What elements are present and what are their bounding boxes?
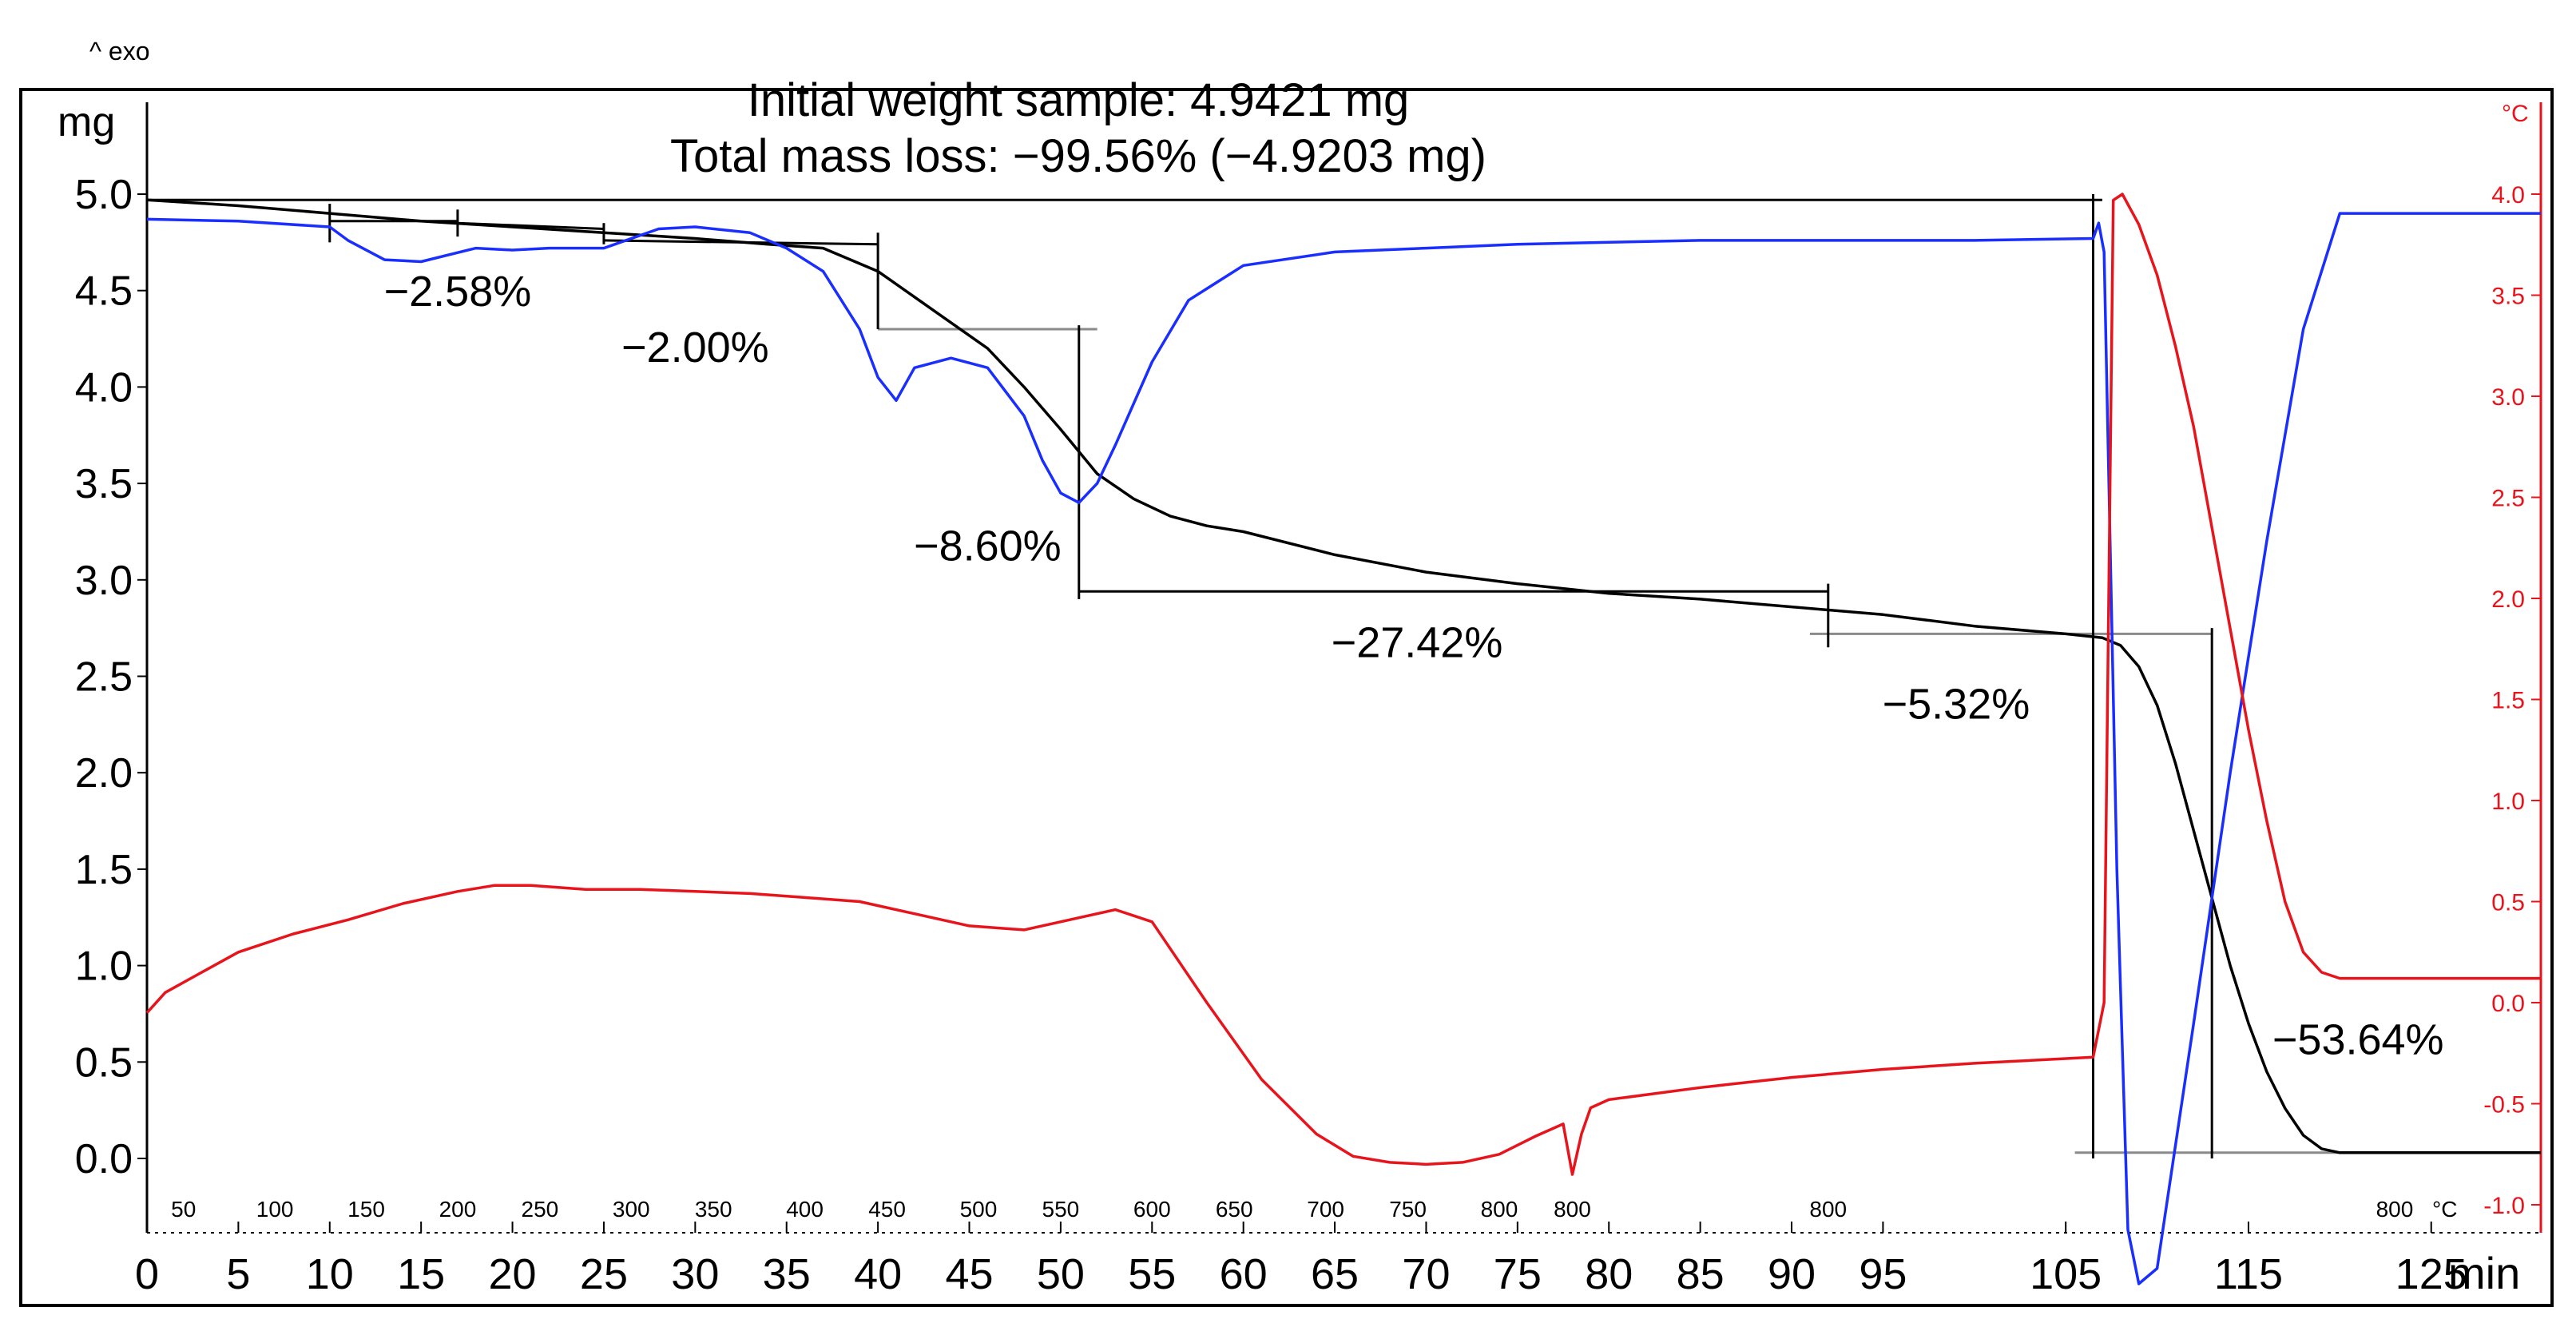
- x-tick-label: 20: [489, 1250, 537, 1298]
- plot-frame: [19, 88, 2554, 1307]
- temp-scale-label: 200: [439, 1197, 477, 1222]
- x-tick-label: 50: [1037, 1250, 1085, 1298]
- temp-scale-label: 50: [171, 1197, 196, 1222]
- y-right-tick-label: 4.0: [2491, 182, 2525, 209]
- x-tick-label: 30: [671, 1250, 719, 1298]
- y-left-tick-label: 5.0: [75, 172, 133, 218]
- y-right-tick-label: 2.0: [2491, 586, 2525, 613]
- y-right-tick-label: 1.0: [2491, 789, 2525, 815]
- series-line-temperature-c: [145, 193, 2541, 1176]
- y-left-tick-label: 3.5: [75, 461, 133, 507]
- temp-scale-label: 800: [1809, 1197, 1847, 1222]
- temp-scale-label: 650: [1216, 1197, 1253, 1222]
- y-right-tick-label: 3.0: [2491, 384, 2525, 411]
- temp-scale-label: 300: [613, 1197, 650, 1222]
- x-tick-label: 75: [1494, 1250, 1542, 1298]
- y-right-tick-label: -0.5: [2483, 1092, 2525, 1118]
- series-layer: [145, 193, 2541, 1285]
- temp-scale-label: 400: [786, 1197, 824, 1222]
- x-tick-label: 60: [1220, 1250, 1268, 1298]
- x-tick-label: 10: [306, 1250, 354, 1298]
- temperature-scale: 50 100 150 200 250 300 350 400 450 500 550 600 650 70…: [171, 1197, 2413, 1222]
- x-unit: min: [2448, 1248, 2520, 1298]
- temp-scale-label: 250: [522, 1197, 559, 1222]
- series-line-dsc-exo-up: [146, 212, 2541, 1285]
- y-right-tick-label: 2.5: [2491, 486, 2525, 512]
- step-annotation-label: −8.60%: [914, 522, 1062, 570]
- y-left-tick-label: 2.0: [75, 750, 133, 797]
- temp-scale-label: 800: [1481, 1197, 1518, 1222]
- y-left-tick-label: 3.0: [75, 558, 133, 604]
- temp-scale-label: 100: [256, 1197, 294, 1222]
- temp-scale-unit: °C: [2432, 1197, 2457, 1222]
- x-tick-label: 70: [1402, 1250, 1450, 1298]
- y-left-tick-label: 2.5: [75, 654, 133, 701]
- step-annotation-label: −53.64%: [2272, 1016, 2444, 1064]
- temp-scale-label: 450: [868, 1197, 906, 1222]
- series-line-tg-mass-mg: [146, 198, 2541, 1154]
- y-left-unit: mg: [58, 99, 115, 145]
- step-annotations: −2.58% −2.00% −8.60% −27.42% −5.32% −53.64%: [384, 268, 2444, 1064]
- temp-scale-label: 350: [695, 1197, 732, 1222]
- x-tick-label: 90: [1768, 1250, 1816, 1298]
- x-tick-label: 35: [763, 1250, 811, 1298]
- y-left-tick-label: 1.0: [75, 944, 133, 990]
- y-right-tick-label: 1.5: [2491, 688, 2525, 714]
- y-left-tick-label: 4.5: [75, 268, 133, 315]
- step-construction-lines: [147, 194, 2541, 1158]
- x-tick-label: 45: [945, 1250, 993, 1298]
- y-right-ticks: 4.0 3.5 3.0 2.5 2.0 1.5 1.0 0.5 0.0 -0.5 -1.0: [2483, 182, 2541, 1219]
- temp-scale-label: 800: [1554, 1197, 1591, 1222]
- y-right-tick-label: 0.0: [2491, 991, 2525, 1017]
- step-annotation-label: −2.00%: [621, 324, 769, 372]
- x-tick-label: 25: [580, 1250, 628, 1298]
- temp-scale-label: 150: [347, 1197, 385, 1222]
- temp-scale-label: 500: [960, 1197, 998, 1222]
- x-tick-label: 95: [1859, 1250, 1907, 1298]
- step-annotation-label: −27.42%: [1332, 618, 1503, 666]
- y-right-tick-label: 3.5: [2491, 284, 2525, 310]
- x-tick-label: 105: [2030, 1250, 2102, 1298]
- temp-scale-label: 600: [1133, 1197, 1171, 1222]
- x-tick-label: 40: [854, 1250, 902, 1298]
- y-left-tick-label: 0.0: [75, 1136, 133, 1182]
- x-tick-label: 5: [226, 1250, 250, 1298]
- x-tick-label: 80: [1585, 1250, 1633, 1298]
- y-left-tick-label: 0.5: [75, 1039, 133, 1086]
- x-tick-label: 15: [397, 1250, 445, 1298]
- y-right-tick-label: 0.5: [2491, 890, 2525, 916]
- step-annotation-label: −5.32%: [1883, 681, 2030, 729]
- y-left-ticks: 5.0 4.5 4.0 3.5 3.0 2.5 2.0 1.5 1.0 0.5 0.0: [75, 172, 147, 1182]
- x-tick-label: 125: [2395, 1250, 2467, 1298]
- y-right-tick-label: -1.0: [2483, 1193, 2525, 1219]
- y-right-unit: °C: [2502, 101, 2529, 127]
- x-ticks: 0 5 10 15 20 25 30 35 40 45 50 55 60 65 70 75 80 85 90 95 10…: [135, 1222, 2467, 1298]
- x-tick-label: 85: [1677, 1250, 1725, 1298]
- step-annotation-label: −2.58%: [384, 268, 532, 316]
- x-tick-label: 0: [135, 1250, 159, 1298]
- x-tick-label: 65: [1311, 1250, 1359, 1298]
- temp-scale-label: 800: [2376, 1197, 2414, 1222]
- temp-scale-label: 550: [1042, 1197, 1080, 1222]
- x-tick-label: 115: [2214, 1250, 2283, 1298]
- temp-scale-label: 750: [1389, 1197, 1427, 1222]
- chart-title-line-1: Initial weight sample: 4.9421 mg: [748, 74, 1410, 126]
- chart-title-line-2: Total mass loss: −99.56% (−4.9203 mg): [670, 130, 1486, 182]
- temp-scale-label: 700: [1307, 1197, 1344, 1222]
- exo-label: ^ exo: [89, 37, 150, 66]
- x-tick-label: 55: [1128, 1250, 1176, 1298]
- y-left-tick-label: 1.5: [75, 847, 133, 893]
- y-left-tick-label: 4.0: [75, 364, 133, 411]
